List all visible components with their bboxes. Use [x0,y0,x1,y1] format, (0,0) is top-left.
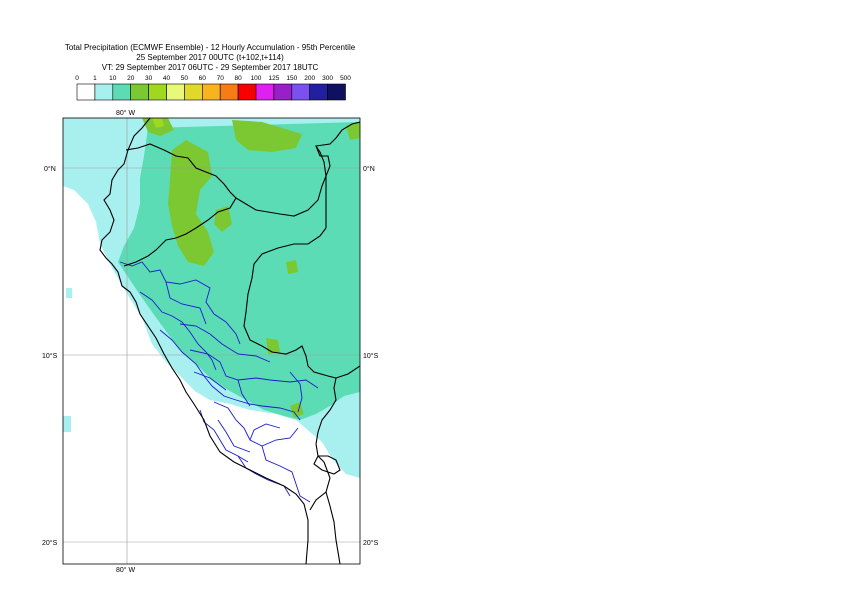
graticule [63,118,360,564]
legend-threshold-100: 100 [251,75,262,82]
lat-label-right-20: 20°S [363,539,379,547]
legend-threshold-labels: 0 1 10 20 30 40 50 60 70 80 100 125 150 200 300 500 [75,75,351,82]
peru-brazil-border [243,227,337,463]
lon-label-top: 80° W [116,109,136,117]
legend-threshold-20: 20 [127,75,135,82]
legend-color-boxes [76,83,346,101]
lon-label-bottom: 80° W [116,566,136,574]
legend-threshold-40: 40 [163,75,171,82]
bolivia-chile-border [325,491,341,564]
legend-threshold-30: 30 [145,75,153,82]
lat-label-right-0: 0°N [363,165,375,173]
precip-spot-20-30-d [346,122,360,140]
legend-threshold-500: 500 [340,75,351,82]
chart-subtitle-valid-time: VT: 29 September 2017 06UTC - 29 Septemb… [101,63,319,72]
legend-threshold-80: 80 [234,75,242,82]
lat-label-left-0: 0°N [44,165,56,173]
legend-box-300-500 [327,83,346,101]
colombia-brazil-border [315,145,331,177]
brazil-bolivia-east [335,365,360,379]
precip-spot-20-30-b [286,260,298,274]
chart-title: Total Precipitation (ECMWF Ensemble) - 1… [64,43,356,52]
legend-threshold-0: 0 [75,75,79,82]
precip-band-30-40 [152,118,164,128]
legend-threshold-70: 70 [217,75,225,82]
precip-spot-20-30-e [290,402,304,418]
legend-threshold-1: 1 [93,75,97,82]
bolivia-border [313,455,341,475]
map-frame [62,117,361,565]
precip-spot-offshore-1 [63,416,71,432]
legend-threshold-125: 125 [268,75,279,82]
legend-threshold-200: 200 [304,75,315,82]
coastline [99,118,309,564]
precip-spot-20-30-a [214,206,232,232]
legend-threshold-150: 150 [286,75,297,82]
legend-threshold-50: 50 [181,75,189,82]
legend-threshold-10: 10 [109,75,117,82]
precip-band-20-30-northeast [232,120,302,152]
admin-borders [119,261,319,503]
country-borders [99,118,360,564]
legend-threshold-300: 300 [322,75,333,82]
peru-north-border [235,121,360,217]
precip-spot-offshore-2 [66,288,72,298]
peru-bolivia-south [309,461,331,511]
lat-label-right-10: 10°S [363,352,379,360]
legend-threshold-60: 60 [199,75,207,82]
lat-label-left-20: 20°S [42,539,58,547]
chart-subtitle-run: 25 September 2017 00UTC (t+102,t+114) [136,53,284,62]
precip-band-20-30-north [168,140,214,266]
precipitation-legend: 0 1 10 20 30 40 50 60 70 80 100 125 150 200 300 500 [75,75,351,101]
lat-label-left-10: 10°S [42,352,58,360]
